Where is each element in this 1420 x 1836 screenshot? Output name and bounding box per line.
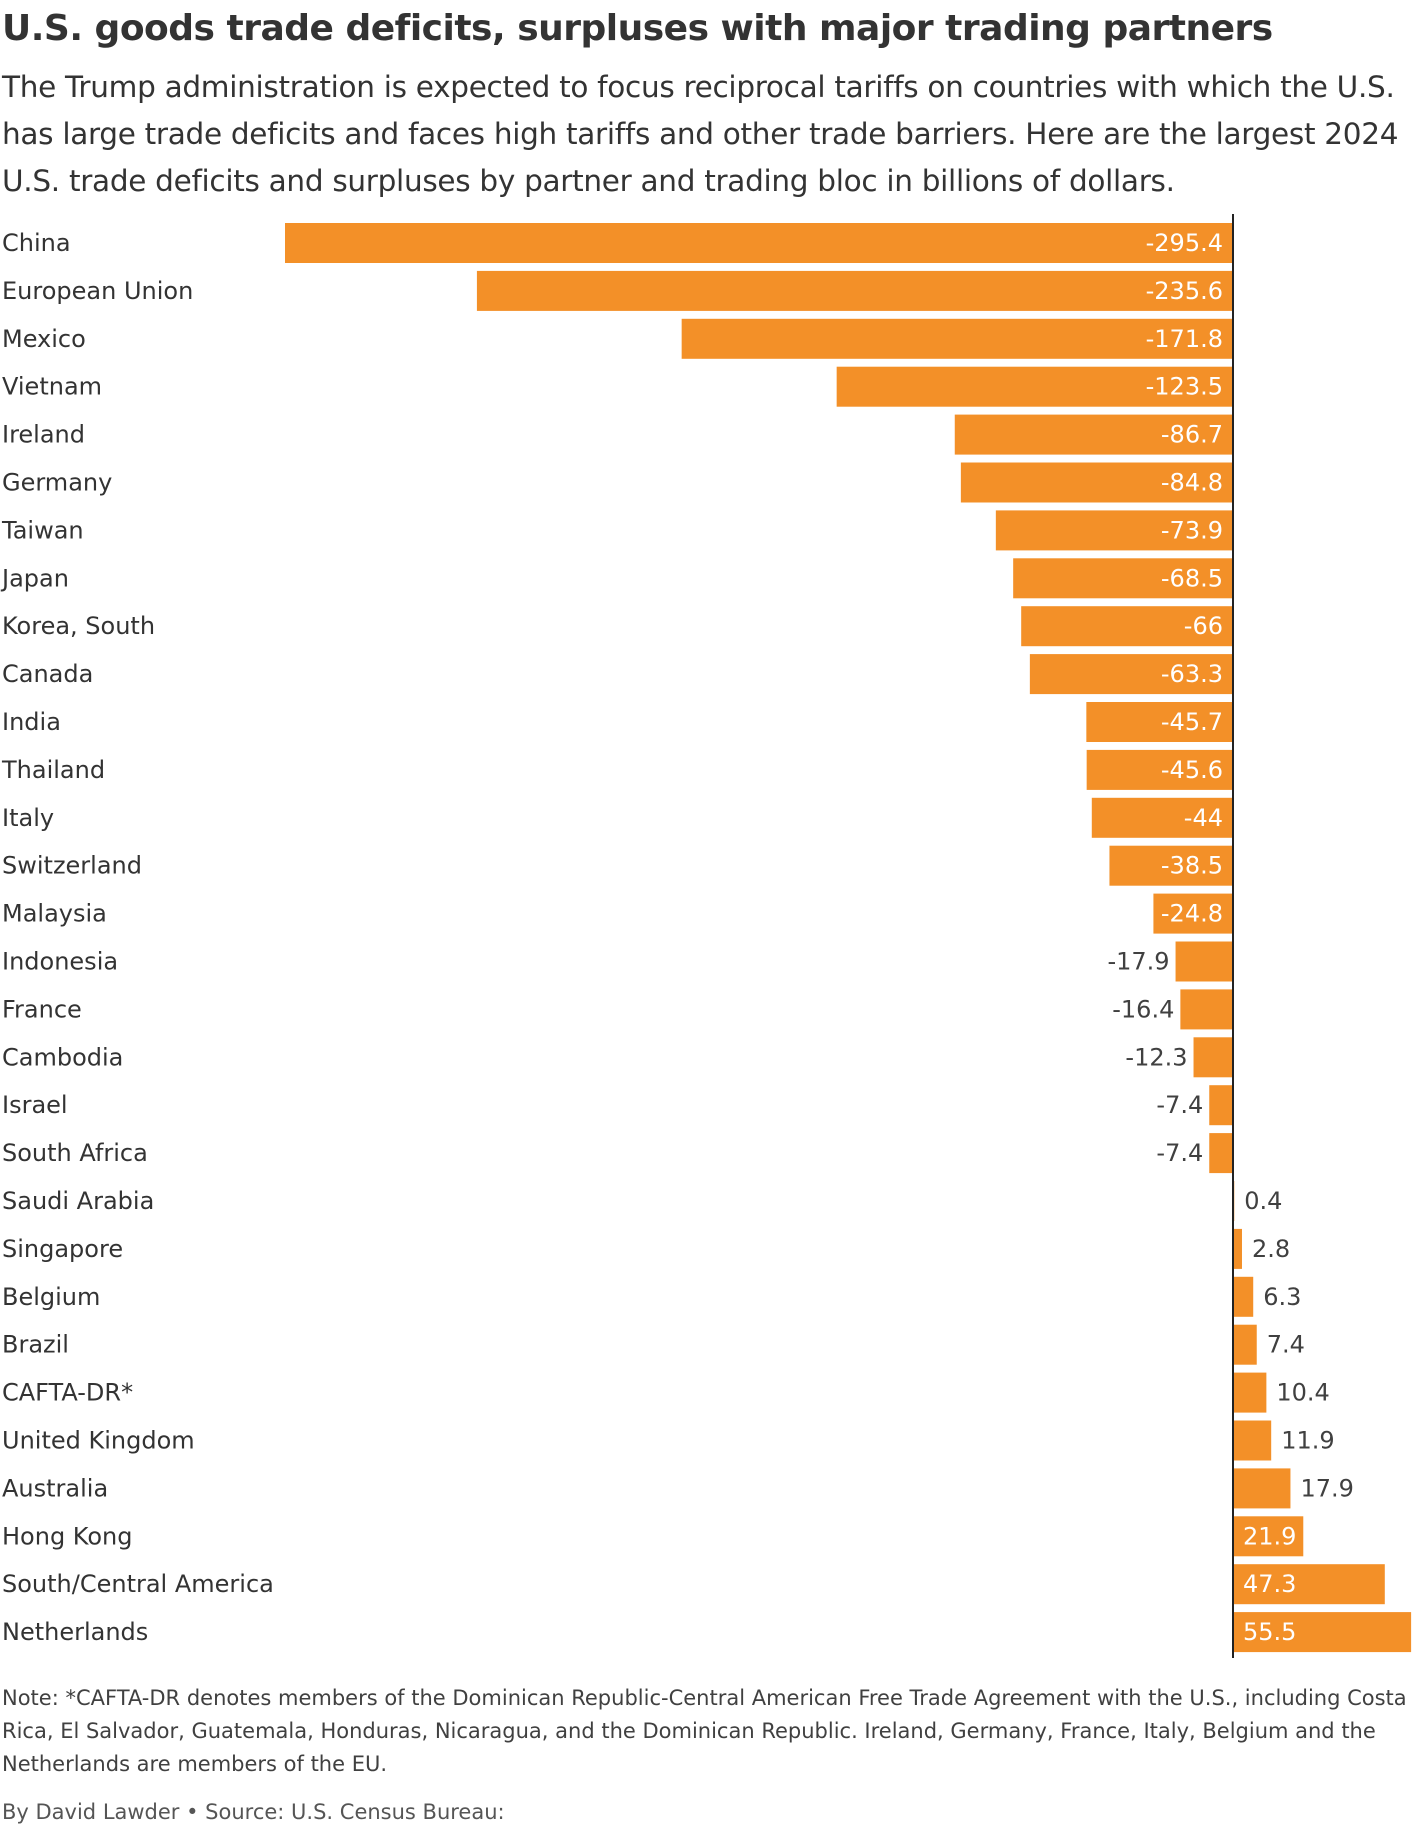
- category-label: Canada: [2, 660, 93, 688]
- bar: [1233, 1516, 1304, 1557]
- category-label: European Union: [2, 277, 193, 305]
- value-label: 21.9: [1243, 1522, 1296, 1550]
- bar: [285, 223, 1233, 263]
- category-label: Japan: [0, 564, 69, 592]
- value-label: -24.8: [1161, 900, 1223, 928]
- bar: [1021, 606, 1233, 647]
- value-label: -171.8: [1146, 325, 1223, 353]
- chart-title: U.S. goods trade deficits, surpluses wit…: [2, 8, 1273, 49]
- bar: [1193, 1037, 1233, 1078]
- bar: [1233, 1372, 1267, 1413]
- bar: [1091, 797, 1233, 838]
- value-label: -12.3: [1125, 1043, 1187, 1071]
- value-label: -84.8: [1161, 469, 1223, 497]
- value-label: 17.9: [1300, 1474, 1353, 1502]
- value-label: -63.3: [1161, 660, 1223, 688]
- value-label: 11.9: [1281, 1427, 1334, 1455]
- value-label: -66: [1184, 612, 1223, 640]
- value-label: -45.6: [1161, 756, 1223, 784]
- category-label: Brazil: [2, 1331, 69, 1359]
- category-label: Indonesia: [2, 948, 118, 976]
- value-label: 6.3: [1263, 1283, 1301, 1311]
- bar: [1233, 1276, 1254, 1317]
- bar: [954, 414, 1233, 455]
- bar: [681, 318, 1233, 359]
- bar: [1086, 749, 1233, 790]
- value-label: 2.8: [1252, 1235, 1290, 1263]
- category-label: Australia: [2, 1474, 108, 1502]
- bar: [1233, 1324, 1257, 1365]
- bar: [1086, 702, 1233, 742]
- value-label: -73.9: [1161, 516, 1223, 544]
- category-label: Switzerland: [2, 852, 142, 880]
- value-label: -7.4: [1156, 1139, 1203, 1167]
- value-label: -68.5: [1161, 564, 1223, 592]
- value-label: -38.5: [1161, 852, 1223, 880]
- category-label: Mexico: [2, 325, 86, 353]
- bar-chart: China -295.4 European Union -235.6 Mexico -17…: [0, 214, 1412, 1658]
- category-label: Korea, South: [2, 612, 155, 640]
- bar: [1209, 1085, 1233, 1126]
- category-label: Thailand: [1, 756, 105, 784]
- bar: [1013, 558, 1233, 599]
- value-label: 10.4: [1276, 1379, 1329, 1407]
- value-label: -45.7: [1161, 708, 1223, 736]
- category-label: Germany: [2, 469, 112, 497]
- byline-source: By David Lawder • Source: U.S. Census Bu…: [2, 1800, 505, 1824]
- category-label: India: [2, 708, 61, 736]
- category-label: Malaysia: [2, 900, 107, 928]
- category-label: Saudi Arabia: [2, 1187, 154, 1215]
- value-label: 55.5: [1243, 1618, 1296, 1646]
- chart-subtitle: The Trump administration is expected to …: [2, 70, 1399, 198]
- category-label: Singapore: [2, 1235, 123, 1263]
- value-label: -7.4: [1156, 1091, 1203, 1119]
- value-label: 47.3: [1243, 1570, 1296, 1598]
- category-label: France: [2, 995, 82, 1023]
- category-label: CAFTA-DR*: [2, 1379, 133, 1407]
- category-label: Taiwan: [1, 516, 84, 544]
- category-label: South/Central America: [2, 1570, 274, 1598]
- category-label: Netherlands: [2, 1618, 148, 1646]
- bar: [1233, 1468, 1291, 1509]
- value-label: -123.5: [1146, 373, 1223, 401]
- bar: [1109, 845, 1233, 886]
- category-label: Ireland: [2, 421, 85, 449]
- value-label: -235.6: [1146, 277, 1223, 305]
- bar: [995, 510, 1233, 551]
- value-label: -17.9: [1107, 948, 1169, 976]
- category-label: United Kingdom: [2, 1427, 195, 1455]
- bar: [476, 270, 1233, 311]
- bar: [1209, 1133, 1233, 1174]
- bar: [1153, 893, 1233, 934]
- bar: [1233, 1228, 1242, 1269]
- bar: [836, 366, 1233, 407]
- value-label: -44: [1184, 804, 1223, 832]
- value-label: -86.7: [1161, 421, 1223, 449]
- bar: [1233, 1612, 1412, 1653]
- bar: [1233, 1564, 1385, 1605]
- value-label: -16.4: [1112, 995, 1174, 1023]
- value-label: 7.4: [1267, 1331, 1305, 1359]
- category-label: China: [2, 229, 71, 257]
- bar: [1175, 941, 1233, 982]
- category-label: Israel: [2, 1091, 68, 1119]
- footnote: Note: *CAFTA-DR denotes members of the D…: [2, 1686, 1407, 1776]
- category-label: Belgium: [2, 1283, 100, 1311]
- category-label: Italy: [2, 804, 54, 832]
- category-label: Cambodia: [2, 1043, 123, 1071]
- bar: [1180, 989, 1233, 1030]
- value-label: 0.4: [1244, 1187, 1282, 1215]
- category-label: Vietnam: [2, 373, 102, 401]
- category-label: Hong Kong: [2, 1522, 132, 1550]
- bar: [1029, 654, 1233, 695]
- category-label: South Africa: [2, 1139, 148, 1167]
- bar: [1233, 1420, 1272, 1461]
- bar: [960, 462, 1233, 503]
- value-label: -295.4: [1146, 229, 1223, 257]
